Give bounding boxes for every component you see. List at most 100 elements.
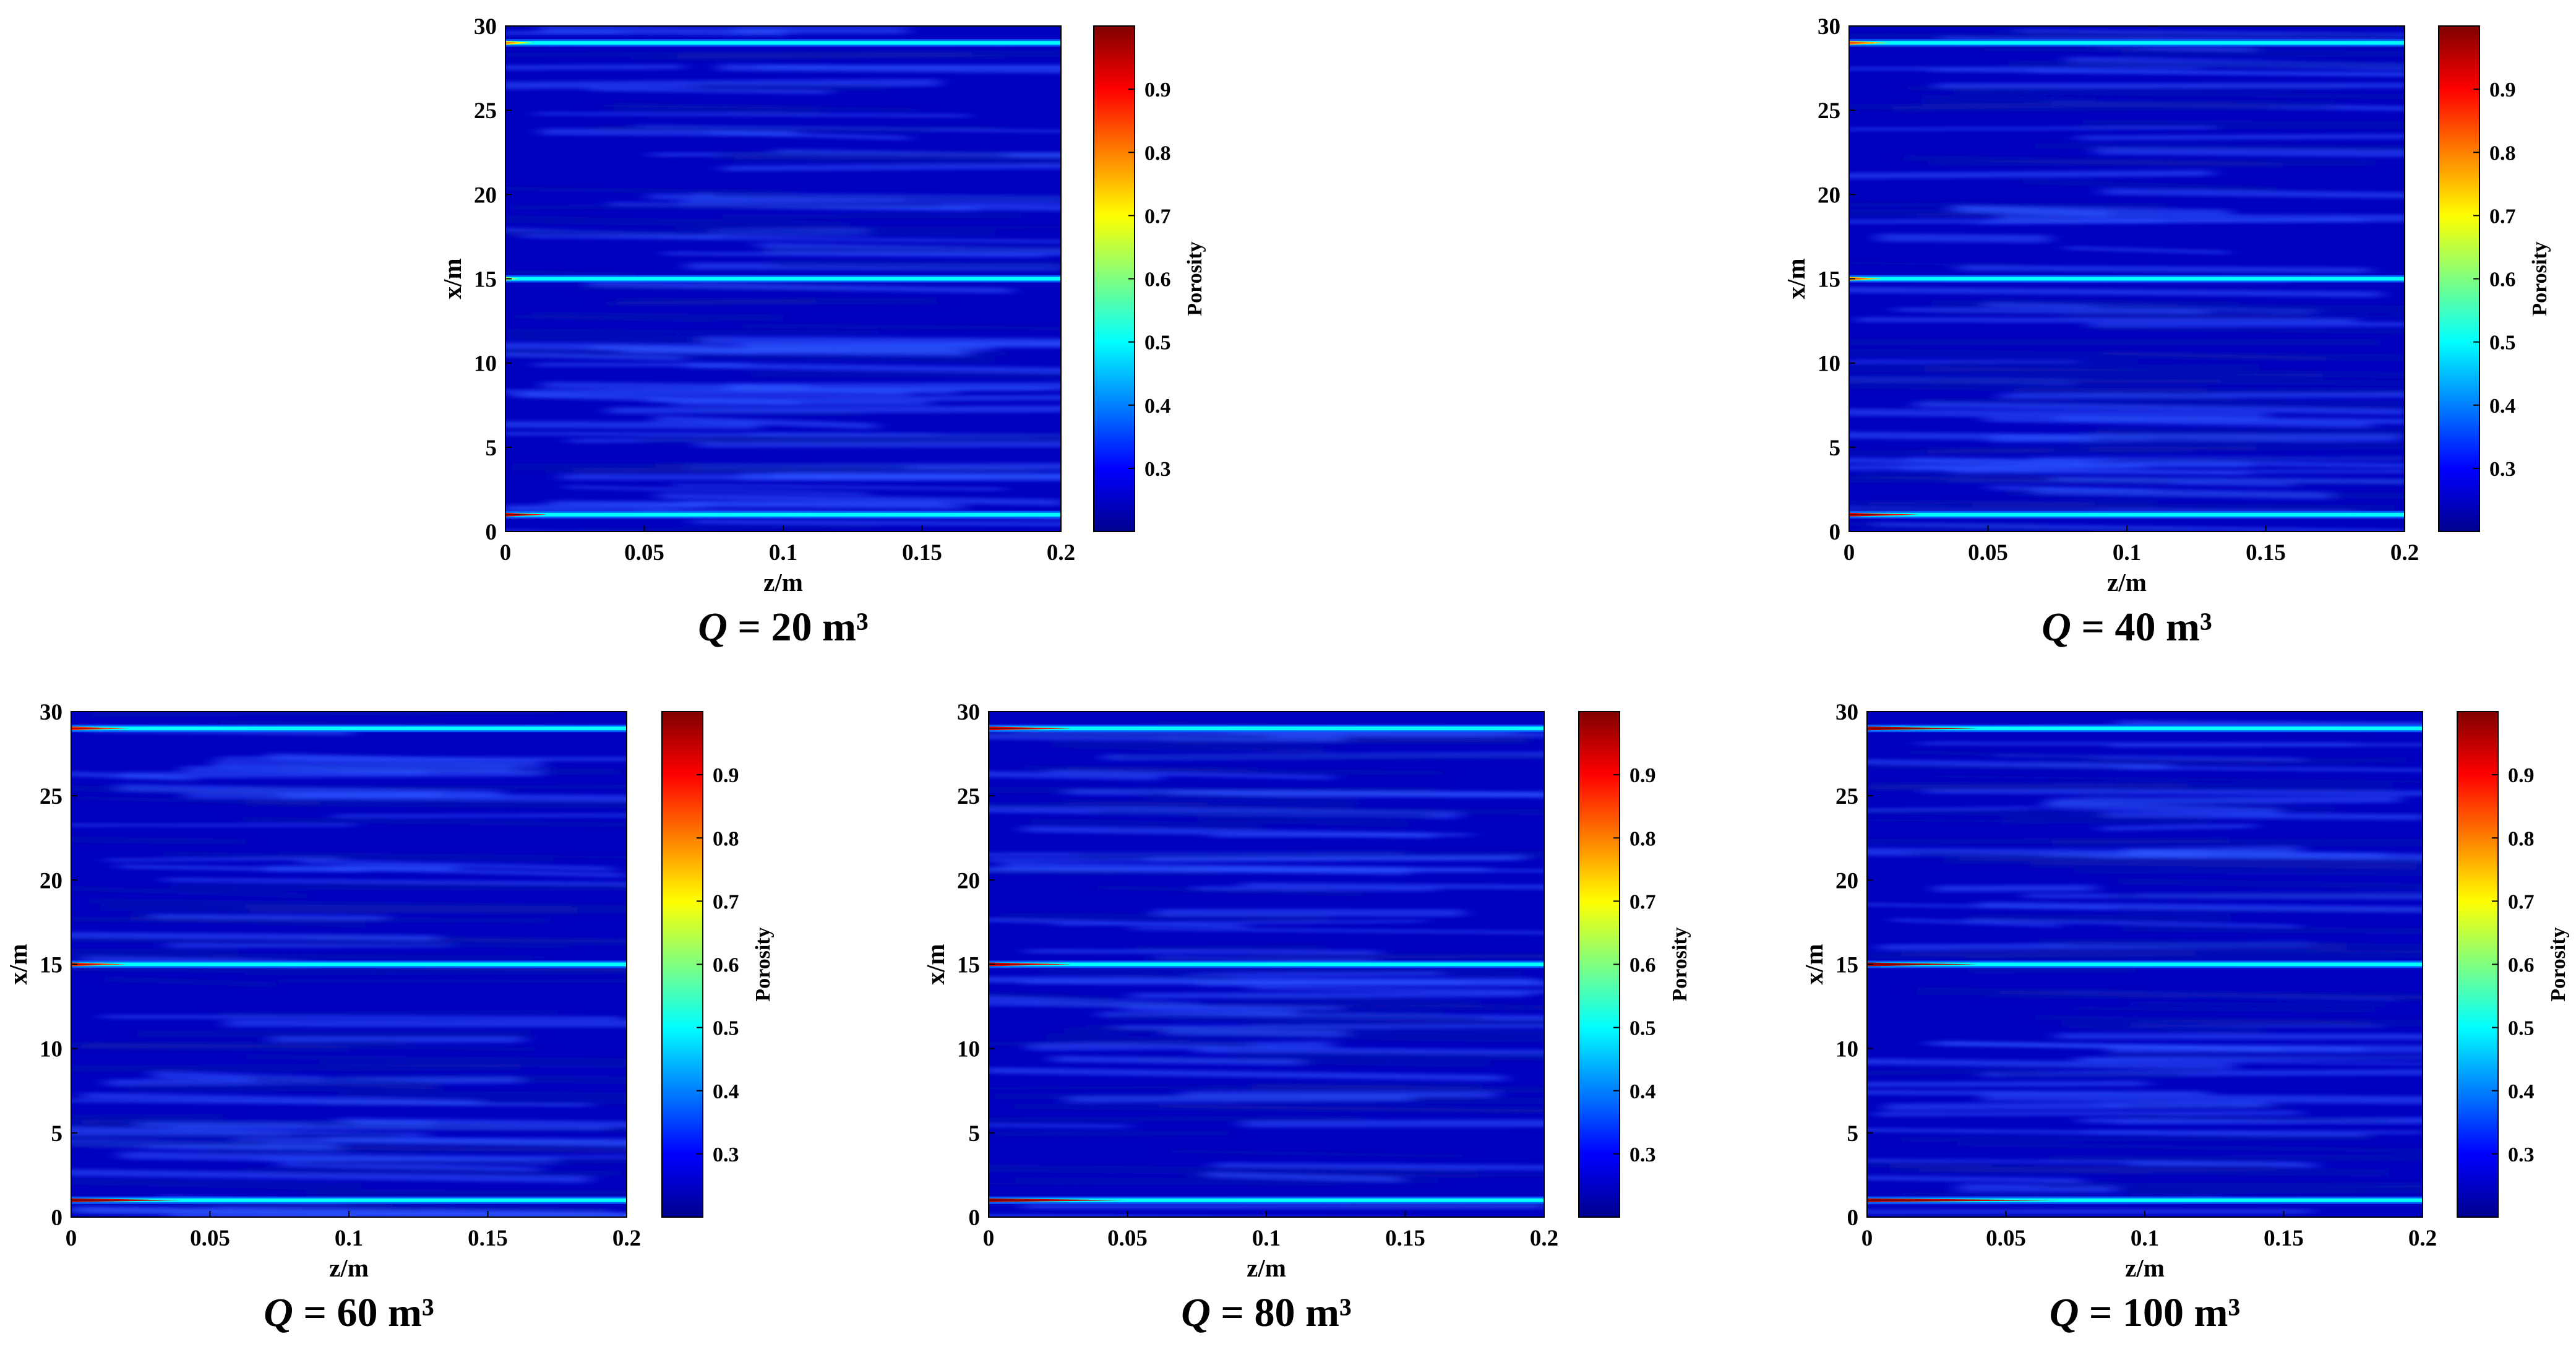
x-tick-label: 0.2 <box>612 1226 641 1251</box>
caption-variable: Q <box>2041 605 2071 650</box>
panel-5: 0 0.05 0.1 0.15 0.2 0 5 10 15 20 25 30 z/m x/m 0.3 0.4 0… <box>1800 700 2570 1335</box>
colorbar-tick-label: 0.4 <box>2489 395 2516 418</box>
layer-tip-core <box>505 41 522 44</box>
texture-streak <box>743 324 1061 330</box>
texture-streak <box>105 976 276 988</box>
texture-streak <box>1999 990 2423 999</box>
texture-streak <box>2034 143 2405 150</box>
texture-streak <box>1849 408 2267 420</box>
streak-texture <box>989 721 1544 1217</box>
x-tick-label: 0.1 <box>2113 540 2141 566</box>
texture-streak <box>534 363 750 367</box>
texture-streak <box>1873 522 2405 532</box>
colorbar-tick-label: 0.4 <box>1144 395 1171 418</box>
texture-streak <box>1046 1033 1253 1049</box>
texture-streak <box>757 64 1061 69</box>
colorbar-tick-label: 0.5 <box>2489 332 2516 355</box>
colorbar-label: Porosity <box>2547 927 2570 1001</box>
texture-streak <box>587 280 1012 294</box>
texture-streak <box>989 731 1270 739</box>
layer-tip-core <box>989 1199 1072 1202</box>
texture-streak <box>163 851 554 862</box>
texture-streak <box>218 756 627 761</box>
y-tick-label: 20 <box>40 868 62 893</box>
colorbar-tick-label: 0.9 <box>1144 79 1171 101</box>
texture-streak <box>278 979 627 983</box>
high-porosity-layer <box>505 512 1061 517</box>
texture-streak <box>1131 991 1531 999</box>
x-tick-label: 0.1 <box>769 540 797 566</box>
texture-streak <box>2095 427 2405 435</box>
texture-streak <box>1252 1083 1482 1092</box>
layer-tip-core <box>1867 1199 1984 1202</box>
colorbar-label: Porosity <box>1183 241 1206 316</box>
texture-streak <box>989 1182 1345 1186</box>
y-tick-label: 25 <box>40 784 62 809</box>
texture-streak <box>1146 855 1527 862</box>
colorbar-tick-label: 0.5 <box>1144 332 1171 355</box>
texture-streak <box>265 864 457 872</box>
colorbar-tick-label: 0.6 <box>2489 269 2516 291</box>
x-tick-label: 0.2 <box>2390 540 2419 566</box>
texture-streak <box>658 493 1061 506</box>
texture-streak <box>2131 1018 2423 1027</box>
texture-streak <box>1867 806 2036 812</box>
texture-streak <box>1031 818 1263 830</box>
texture-streak <box>1047 769 1334 780</box>
texture-streak <box>608 405 1061 415</box>
texture-streak <box>1885 1101 2265 1111</box>
texture-streak <box>1965 918 2298 928</box>
texture-streak <box>2074 1006 2375 1013</box>
texture-streak <box>1109 1014 1482 1023</box>
texture-streak <box>1026 949 1379 955</box>
x-tick-label: 0 <box>1861 1226 1873 1251</box>
streak-texture <box>505 26 1061 532</box>
texture-streak <box>2112 455 2405 462</box>
texture-streak <box>1152 954 1544 962</box>
colorbar-tick-label: 0.7 <box>1144 205 1171 228</box>
texture-streak <box>1867 1128 2369 1137</box>
texture-streak <box>1849 170 2213 179</box>
texture-streak <box>2033 487 2331 499</box>
texture-streak <box>170 1211 627 1217</box>
texture-streak <box>1912 850 2097 861</box>
texture-streak <box>674 226 1061 230</box>
texture-streak <box>2064 246 2229 254</box>
texture-streak <box>171 884 627 891</box>
texture-streak <box>1867 1209 2312 1214</box>
texture-streak <box>2000 392 2405 399</box>
colorbar-label: Porosity <box>752 927 775 1001</box>
colorbar-label: Porosity <box>1668 927 1691 1001</box>
texture-streak <box>2127 1104 2296 1109</box>
caption-variable: Q <box>2050 1290 2079 1335</box>
colorbar-tick-label: 0.9 <box>713 764 739 787</box>
texture-streak <box>505 342 961 354</box>
texture-streak <box>1022 826 1434 838</box>
texture-streak <box>244 966 627 976</box>
texture-streak <box>2069 941 2423 949</box>
texture-streak <box>306 1189 627 1198</box>
y-tick-label: 30 <box>1818 14 1840 40</box>
y-tick-label: 20 <box>1818 183 1840 208</box>
colorbar-tick-label: 0.5 <box>2508 1017 2535 1040</box>
colorbar-tick-label: 0.3 <box>2508 1143 2535 1166</box>
texture-streak <box>1136 944 1327 950</box>
texture-streak <box>989 1067 1505 1082</box>
texture-streak <box>616 297 937 305</box>
texture-streak <box>733 27 908 35</box>
texture-streak <box>1868 781 2393 791</box>
texture-streak <box>686 362 1061 374</box>
x-tick-label: 0.2 <box>1047 540 1075 566</box>
texture-streak <box>2061 1021 2260 1035</box>
texture-streak <box>2027 948 2423 953</box>
x-tick-label: 0.2 <box>1530 1226 1558 1251</box>
panel-4: 0 0.05 0.1 0.15 0.2 0 5 10 15 20 25 30 z/m x/m 0.3 0.4 0… <box>921 700 1691 1335</box>
colorbar-tick-label: 0.6 <box>1629 954 1656 977</box>
y-tick-label: 10 <box>1835 1037 1858 1062</box>
texture-streak <box>163 877 627 886</box>
texture-streak <box>1959 265 2371 273</box>
texture-streak <box>2074 869 2423 876</box>
high-porosity-layer <box>1849 277 2405 281</box>
colorbar-tick-label: 0.4 <box>713 1080 739 1103</box>
high-porosity-layer <box>1867 726 2423 731</box>
